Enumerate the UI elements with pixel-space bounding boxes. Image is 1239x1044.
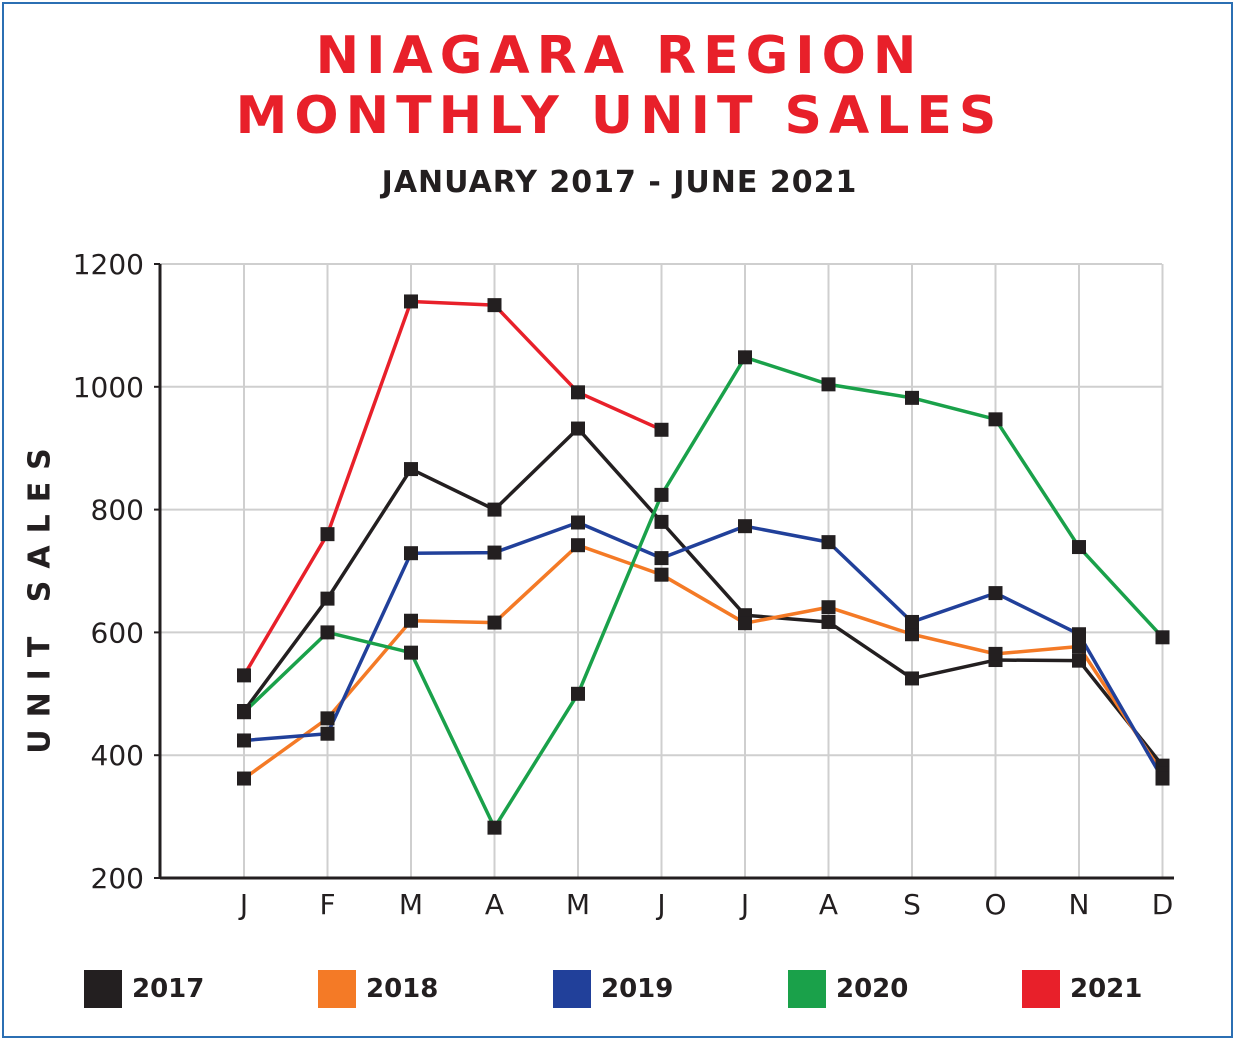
x-tick-label-0: J: [238, 888, 248, 921]
data-point-2017-8: [905, 671, 919, 686]
y-tick-label-1200: 1200: [73, 248, 144, 281]
data-point-2021-2: [404, 294, 418, 309]
data-point-2021-3: [487, 298, 502, 313]
legend-label-2017: 2017: [132, 974, 205, 1004]
x-tick-label-1: F: [319, 888, 335, 921]
x-tick-label-5: J: [655, 888, 665, 921]
legend-label-2019: 2019: [601, 974, 674, 1004]
data-point-2020-1: [320, 625, 335, 640]
legend-item-2021: 2021: [1022, 970, 1142, 1008]
data-point-2020-0: [237, 705, 251, 720]
data-point-2019-2: [404, 546, 418, 561]
data-point-2018-3: [487, 615, 502, 630]
data-point-2017-10: [1072, 653, 1086, 668]
data-point-2017-1: [320, 591, 335, 606]
data-point-2018-8: [905, 627, 919, 642]
series-line-2021: [242, 299, 663, 677]
x-tick-label-9: O: [984, 888, 1006, 921]
x-tick-label-4: M: [566, 888, 590, 921]
data-point-2018-2: [404, 613, 418, 628]
legend-label-2018: 2018: [366, 974, 439, 1004]
series-line-2020: [242, 355, 1164, 830]
y-tick-label-400: 400: [91, 739, 144, 772]
data-point-2020-11: [1155, 630, 1170, 645]
legend-item-2017: 2017: [84, 970, 204, 1008]
y-tick-label-600: 600: [91, 616, 144, 649]
data-point-2017-5: [654, 514, 669, 529]
data-point-2019-3: [487, 545, 502, 560]
series-line-2017: [242, 426, 1164, 767]
legend-item-2020: 2020: [788, 970, 908, 1008]
y-tick-label-800: 800: [91, 494, 144, 527]
data-point-2018-9: [988, 646, 1003, 661]
data-point-2021-1: [320, 527, 335, 542]
x-tick-label-6: J: [739, 888, 749, 921]
data-point-2021-0: [237, 668, 251, 683]
data-point-2018-5: [654, 567, 669, 582]
data-point-2019-1: [320, 726, 335, 741]
data-point-2019-5: [654, 551, 669, 566]
data-point-2020-5: [654, 487, 669, 502]
legend-swatch-2020: [788, 970, 826, 1008]
series-line-2019: [243, 520, 1165, 780]
y-tick-label-1000: 1000: [73, 371, 144, 404]
legend-swatch-2017: [84, 970, 122, 1008]
data-point-2020-4: [571, 686, 585, 701]
data-point-2019-4: [571, 515, 585, 530]
legend-item-2018: 2018: [318, 970, 438, 1008]
data-point-2020-9: [988, 412, 1003, 427]
legend-swatch-2021: [1022, 970, 1060, 1008]
x-tick-label-3: A: [485, 888, 504, 921]
data-point-2020-10: [1072, 540, 1086, 555]
data-point-2019-11: [1155, 771, 1170, 786]
legend-item-2019: 2019: [553, 970, 673, 1008]
x-tick-label-2: M: [399, 888, 423, 921]
data-point-2019-10: [1072, 627, 1086, 642]
data-point-2020-2: [404, 645, 418, 660]
data-point-2020-8: [905, 390, 919, 405]
x-tick-label-7: A: [819, 888, 838, 921]
data-point-2021-4: [571, 385, 585, 400]
data-point-2020-6: [738, 350, 752, 365]
data-point-2021-5: [654, 422, 669, 437]
x-tick-label-11: D: [1152, 888, 1174, 921]
data-point-2018-0: [237, 771, 251, 786]
data-point-2020-3: [487, 820, 502, 835]
data-point-2018-10: [1072, 639, 1086, 654]
data-point-2017-3: [487, 502, 502, 517]
x-tick-label-10: N: [1069, 888, 1090, 921]
y-tick-label-200: 200: [91, 862, 144, 895]
data-point-2019-6: [738, 519, 752, 534]
chart-title-line-2: MONTHLY UNIT SALES: [235, 86, 1004, 146]
data-point-2019-7: [821, 535, 836, 550]
data-point-2020-7: [821, 377, 836, 392]
chart-subtitle: JANUARY 2017 - JUNE 2021: [381, 165, 858, 200]
data-point-2019-0: [237, 733, 251, 748]
data-point-2018-6: [738, 616, 752, 631]
chart-title-line-1: NIAGARA REGION: [315, 26, 924, 86]
data-point-2018-7: [821, 600, 836, 615]
legend-swatch-2019: [553, 970, 591, 1008]
data-point-2017-7: [821, 614, 836, 629]
x-tick-label-8: S: [903, 888, 921, 921]
legend-label-2021: 2021: [1070, 974, 1143, 1004]
legend-label-2020: 2020: [836, 974, 909, 1004]
data-point-2018-4: [571, 538, 585, 553]
data-point-2018-1: [320, 711, 335, 726]
legend-swatch-2018: [318, 970, 356, 1008]
data-point-2019-9: [988, 586, 1003, 601]
series-line-2018: [242, 543, 1164, 780]
data-point-2019-8: [905, 614, 919, 629]
data-point-2017-2: [404, 462, 418, 477]
data-point-2017-4: [571, 421, 585, 436]
